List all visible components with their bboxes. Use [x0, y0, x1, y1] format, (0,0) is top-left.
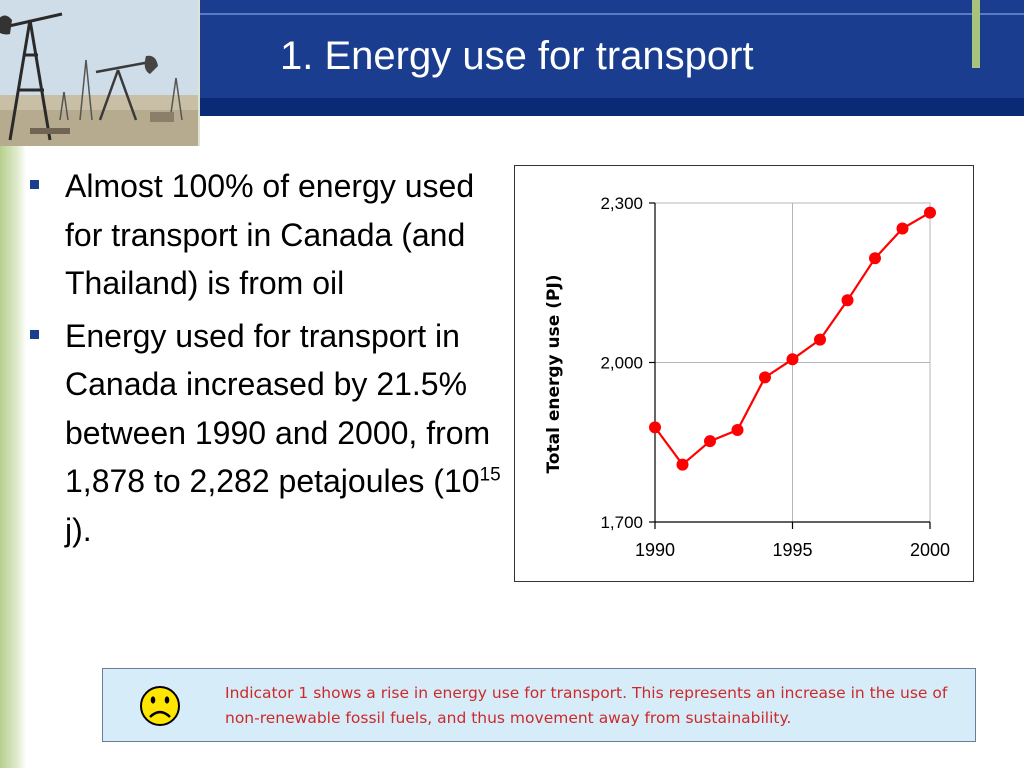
note-text: Indicator 1 shows a rise in energy use f… [225, 684, 948, 727]
data-point [731, 424, 744, 437]
left-accent-bar [0, 146, 26, 768]
data-point [786, 353, 799, 366]
x-tick-label: 1990 [635, 540, 675, 560]
slide-title: 1. Energy use for transport [280, 34, 754, 78]
chart-series [649, 206, 936, 471]
bullet-marker [30, 180, 39, 189]
energy-chart: 1,700 2,000 2,300 1990 1995 2000 Total energy… [514, 165, 974, 582]
bullet-text: Almost 100% of energy used for transport… [65, 168, 475, 301]
bullet-text: Energy used for transport in Canada incr… [65, 317, 491, 500]
indicator-note: Indicator 1 shows a rise in energy use f… [102, 668, 976, 742]
header-band-lower [200, 98, 1024, 116]
data-point [704, 435, 716, 448]
data-point [841, 294, 854, 307]
data-point [896, 222, 909, 235]
y-tick-label: 1,700 [600, 513, 643, 532]
bullet-list: Almost 100% of energy used for transport… [30, 162, 510, 558]
data-point [869, 252, 881, 265]
header-line [200, 13, 1024, 15]
header-accent-bar [972, 0, 980, 68]
header-band [200, 0, 1024, 98]
data-point [924, 206, 936, 219]
y-tick-label: 2,300 [600, 194, 643, 213]
oil-pump-image [0, 0, 198, 146]
data-point [649, 421, 661, 434]
data-point [759, 371, 771, 384]
bullet-item: Energy used for transport in Canada incr… [30, 312, 510, 555]
chart-axes: 1,700 2,000 2,300 1990 1995 2000 [600, 194, 950, 560]
line-chart-svg: 1,700 2,000 2,300 1990 1995 2000 Total energy… [544, 194, 950, 560]
data-point [814, 333, 826, 346]
y-tick-label: 2,000 [600, 354, 643, 373]
bullet-item: Almost 100% of energy used for transport… [30, 162, 510, 308]
slide-header: 1. Energy use for transport [0, 0, 1024, 118]
x-tick-label: 1995 [772, 540, 812, 560]
sad-face-icon [140, 686, 180, 726]
oil-pump-photo [0, 0, 200, 146]
y-axis-label: Total energy use (PJ) [544, 274, 564, 473]
bullet-marker [30, 329, 39, 339]
data-point [676, 458, 689, 471]
x-tick-label: 2000 [910, 540, 950, 560]
bullet-superscript: 15 [479, 464, 501, 486]
bullet-text-end: j). [65, 511, 92, 548]
